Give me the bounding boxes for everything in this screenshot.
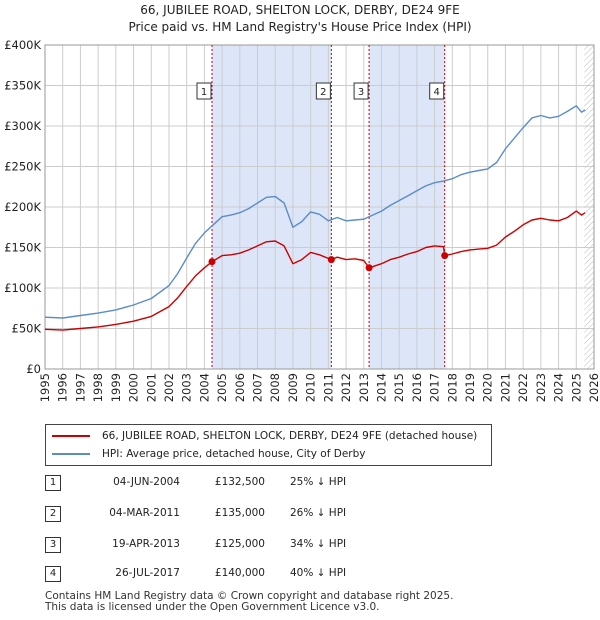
- y-tick-label: £350K: [4, 79, 41, 93]
- sale-number-box: [353, 82, 369, 100]
- y-tick-label: £300K: [4, 119, 41, 133]
- sale-point: [441, 252, 449, 260]
- x-tick-label: 2016: [410, 373, 424, 402]
- x-tick-label: 2008: [268, 373, 282, 402]
- x-tick-label: 2015: [392, 373, 406, 402]
- sale-point: [327, 256, 335, 264]
- series-line-hpi: [44, 105, 586, 319]
- x-tick-label: 2021: [498, 373, 512, 402]
- x-tick-label: 2019: [463, 373, 477, 402]
- x-tick-label: 2018: [445, 373, 459, 402]
- transaction-date: 04-MAR-2011: [109, 507, 180, 519]
- sale-point: [365, 264, 373, 272]
- x-tick-label: 2022: [516, 373, 530, 402]
- sale-number-label: 1: [201, 87, 207, 98]
- x-tick-label: 2003: [180, 373, 194, 402]
- x-tick-label: 2005: [215, 373, 229, 402]
- sale-number-label: 2: [320, 87, 326, 98]
- x-tick-label: 2026: [587, 373, 600, 402]
- legend-item-hpi: HPI: Average price, detached house, City…: [52, 446, 365, 462]
- legend-label-property: 66, JUBILEE ROAD, SHELTON LOCK, DERBY, D…: [102, 430, 478, 442]
- transaction-number: 4: [45, 566, 61, 582]
- legend-swatch-blue: [52, 453, 90, 455]
- x-tick-label: 2017: [428, 373, 442, 402]
- table-row: 1 04-JUN-2004 £132,500 25% ↓ HPI: [0, 475, 600, 495]
- transaction-price: £135,000: [214, 507, 265, 519]
- legend-label-hpi: HPI: Average price, detached house, City…: [102, 448, 366, 460]
- transaction-number: 2: [45, 506, 61, 522]
- sale-number-label: 3: [358, 87, 364, 98]
- x-tick-label: 2011: [321, 373, 335, 402]
- x-tick-label: 2012: [339, 373, 353, 402]
- y-tick-label: £0: [26, 362, 41, 376]
- sale-number-box: [315, 82, 331, 100]
- transaction-date: 19-APR-2013: [112, 538, 180, 550]
- x-tick-label: 2000: [127, 373, 141, 402]
- y-tick-label: £250K: [4, 160, 41, 174]
- transaction-price: £132,500: [214, 476, 265, 488]
- sale-number-label: 4: [434, 87, 440, 98]
- y-tick-label: £150K: [4, 241, 41, 255]
- footer: Contains HM Land Registry data © Crown c…: [45, 591, 453, 613]
- x-tick-label: 2013: [357, 373, 371, 402]
- x-tick-label: 1996: [56, 373, 70, 402]
- transaction-number: 3: [45, 537, 61, 553]
- legend-item-property: 66, JUBILEE ROAD, SHELTON LOCK, DERBY, D…: [52, 428, 477, 444]
- transaction-hpi-diff: 26% ↓ HPI: [290, 507, 347, 519]
- transaction-hpi-diff: 40% ↓ HPI: [290, 567, 347, 579]
- transaction-price: £140,000: [214, 567, 265, 579]
- transaction-date: 04-JUN-2004: [113, 476, 180, 488]
- series-line-property: [44, 210, 586, 331]
- table-row: 3 19-APR-2013 £125,000 34% ↓ HPI: [0, 537, 600, 557]
- y-tick-label: £100K: [4, 281, 41, 295]
- y-tick-label: £50K: [12, 322, 42, 336]
- x-tick-label: 2014: [374, 373, 388, 402]
- x-tick-label: 2007: [251, 373, 265, 402]
- transaction-date: 26-JUL-2017: [115, 567, 180, 579]
- transaction-hpi-diff: 34% ↓ HPI: [290, 538, 347, 550]
- plot-border: [44, 44, 595, 370]
- legend: 66, JUBILEE ROAD, SHELTON LOCK, DERBY, D…: [45, 424, 492, 466]
- x-tick-label: 2020: [481, 373, 495, 402]
- sale-point: [208, 258, 216, 266]
- transaction-price: £125,000: [214, 538, 265, 550]
- footer-licence: This data is licensed under the Open Gov…: [45, 601, 380, 613]
- sale-number-box: [429, 82, 445, 100]
- x-tick-label: 2023: [534, 373, 548, 402]
- x-tick-label: 2025: [569, 373, 583, 402]
- x-tick-label: 2009: [286, 373, 300, 402]
- chart-title: 66, JUBILEE ROAD, SHELTON LOCK, DERBY, D…: [140, 3, 460, 17]
- legend-swatch-red: [52, 435, 90, 437]
- x-tick-label: 1995: [38, 373, 52, 402]
- table-row: 4 26-JUL-2017 £140,000 40% ↓ HPI: [0, 566, 600, 586]
- transaction-hpi-diff: 25% ↓ HPI: [290, 476, 347, 488]
- x-tick-label: 1998: [91, 373, 105, 402]
- chart-subtitle: Price paid vs. HM Land Registry's House …: [128, 20, 472, 34]
- footer-copyright: Contains HM Land Registry data © Crown c…: [45, 590, 454, 602]
- sale-number-box: [196, 82, 212, 100]
- x-tick-label: 2006: [233, 373, 247, 402]
- x-tick-label: 2024: [552, 373, 566, 402]
- x-tick-label: 1997: [73, 373, 87, 402]
- x-tick-label: 2004: [197, 373, 211, 402]
- x-tick-label: 2001: [144, 373, 158, 402]
- x-tick-label: 2002: [162, 373, 176, 402]
- price-chart: £0 £50K £100K £150K £200K £250K £300K £350K £400…: [4, 38, 600, 402]
- x-tick-label: 2010: [304, 373, 318, 402]
- table-row: 2 04-MAR-2011 £135,000 26% ↓ HPI: [0, 506, 600, 526]
- x-tick-label: 1999: [109, 373, 123, 402]
- y-tick-label: £400K: [4, 38, 41, 52]
- y-tick-label: £200K: [4, 200, 41, 214]
- transaction-number: 1: [45, 475, 61, 491]
